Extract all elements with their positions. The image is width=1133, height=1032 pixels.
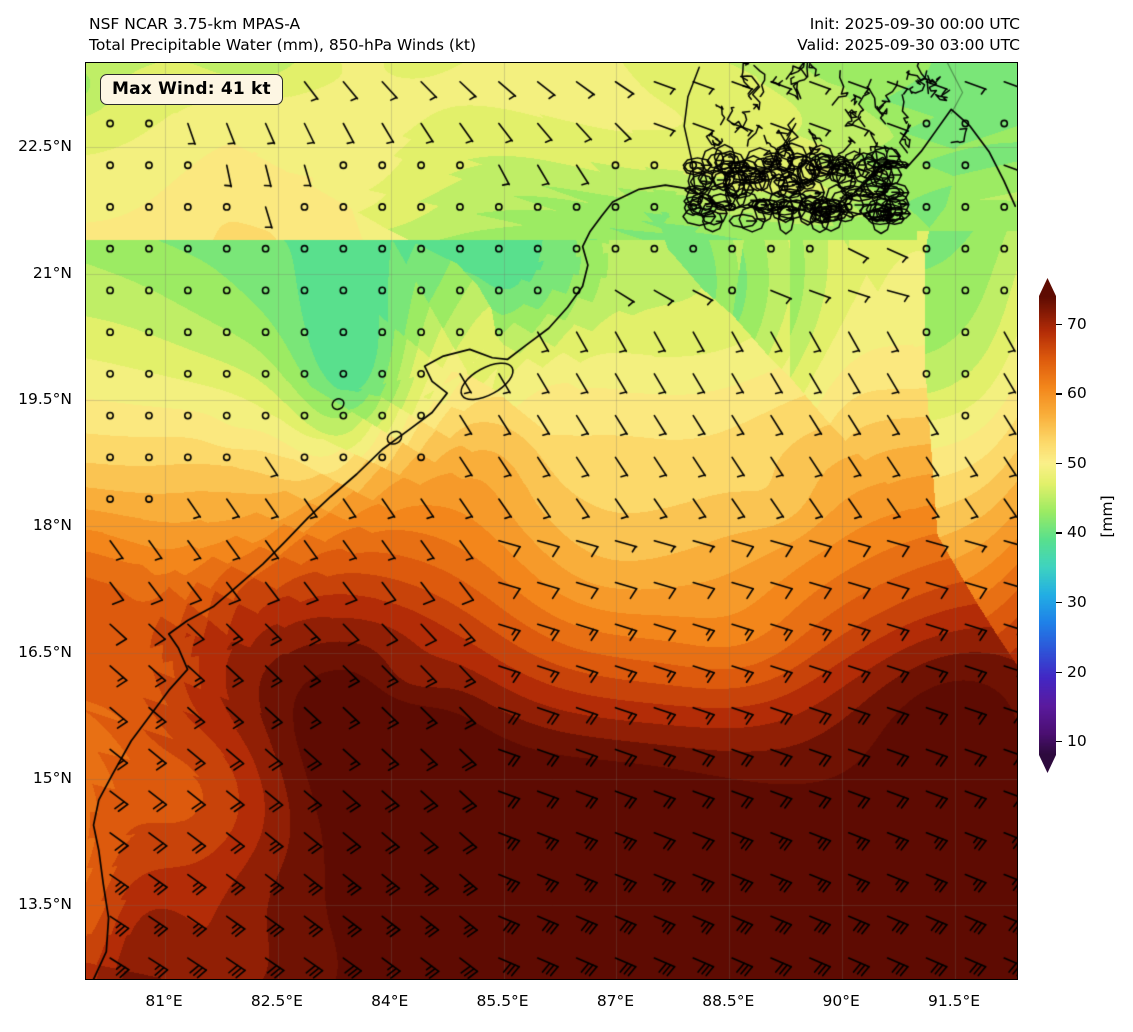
colorbar-tick-label: 60 <box>1067 384 1087 403</box>
init-time: Init: 2025-09-30 00:00 UTC <box>809 15 1020 33</box>
colorbar-tick <box>1056 741 1062 743</box>
model-header-right: Init: 2025-09-30 00:00 UTC Valid: 2025-09… <box>797 14 1020 56</box>
y-tick-label: 21°N <box>32 263 72 282</box>
colorbar-tick <box>1056 323 1062 326</box>
y-tick-label: 15°N <box>32 768 72 787</box>
colorbar-tick <box>1056 671 1062 673</box>
colorbar-max-arrow <box>1039 278 1056 296</box>
x-tick-label: 85.5°E <box>476 992 529 1010</box>
colorbar-tick-label: 20 <box>1067 662 1087 681</box>
x-tick-label: 91.5°E <box>928 992 981 1010</box>
model-header-left: NSF NCAR 3.75-km MPAS-A Total Precipitabl… <box>89 14 476 56</box>
max-wind-annotation: Max Wind: 41 kt <box>100 74 283 105</box>
colorbar-tick-label: 70 <box>1067 314 1087 333</box>
model-name: NSF NCAR 3.75-km MPAS-A <box>89 15 301 33</box>
x-tick-label: 84°E <box>371 992 409 1010</box>
x-tick-label: 82.5°E <box>250 992 303 1010</box>
map-plot-area[interactable] <box>85 62 1018 980</box>
colorbar-tick <box>1056 602 1062 604</box>
x-tick-label: 81°E <box>145 992 183 1010</box>
colorbar-tick <box>1056 393 1062 395</box>
x-tick-label: 87°E <box>596 992 635 1010</box>
tpw-contour-field <box>86 63 1017 979</box>
colorbar-tick <box>1056 462 1062 465</box>
x-tick-label: 90°E <box>822 992 860 1010</box>
valid-time: Valid: 2025-09-30 03:00 UTC <box>797 36 1020 54</box>
colorbar-gradient <box>1039 296 1056 755</box>
y-tick-label: 19.5°N <box>18 389 72 408</box>
colorbar-tick-label: 30 <box>1067 593 1087 611</box>
wind-barbs <box>86 63 1017 979</box>
x-tick-label: 88.5°E <box>702 992 755 1010</box>
colorbar-unit-label: [mm] <box>1098 495 1117 538</box>
colorbar-tick <box>1056 532 1062 534</box>
y-axis-labels: 22.5°N 21°N 19.5°N 18°N 16.5°N 15°N 13.5°N <box>0 0 78 1032</box>
field-description: Total Precipitable Water (mm), 850-hPa W… <box>89 36 477 54</box>
colorbar-min-arrow <box>1039 755 1056 773</box>
y-tick-label: 16.5°N <box>18 642 72 661</box>
y-tick-label: 18°N <box>32 516 72 535</box>
y-tick-label: 22.5°N <box>18 137 72 156</box>
colorbar[interactable] <box>1039 278 1056 773</box>
y-tick-label: 13.5°N <box>18 895 72 914</box>
colorbar-tick-label: 50 <box>1067 453 1087 472</box>
colorbar-tick-label: 40 <box>1067 523 1087 542</box>
colorbar-tick-label: 10 <box>1067 732 1087 751</box>
